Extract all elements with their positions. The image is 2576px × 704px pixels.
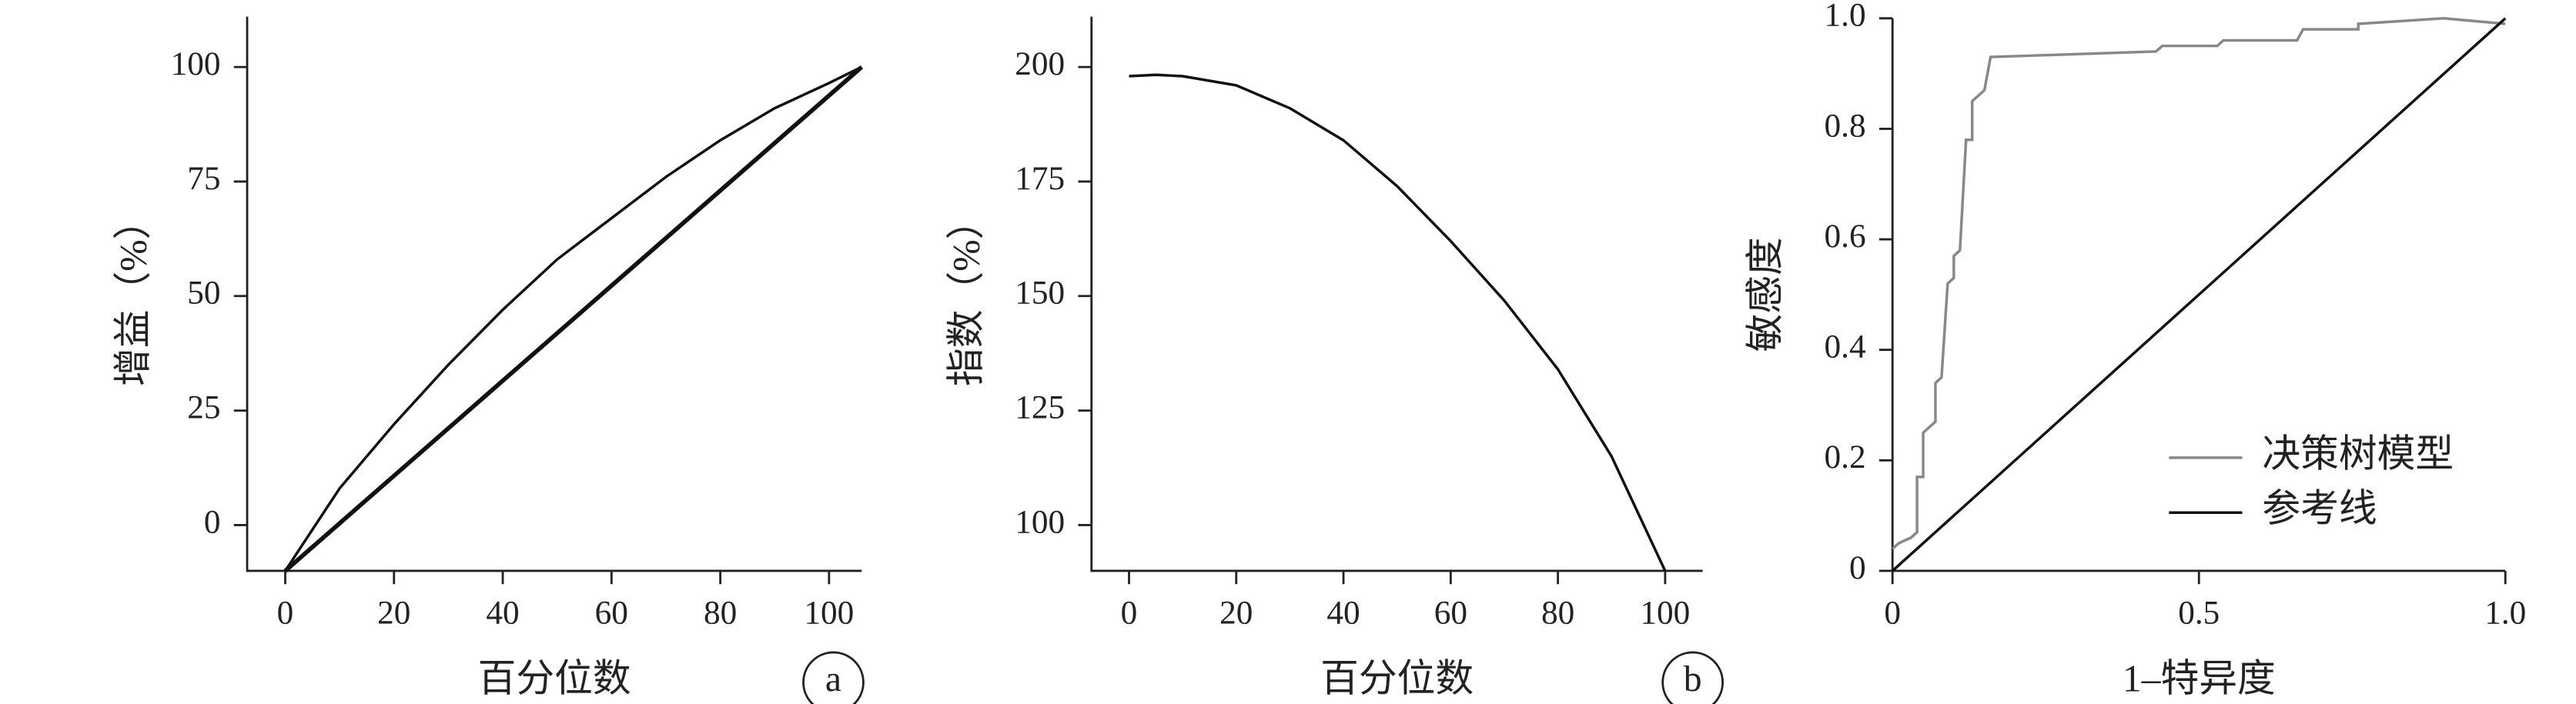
x-tick-label: 40 bbox=[1326, 594, 1360, 631]
y-tick-label: 0 bbox=[204, 503, 221, 540]
x-axis-title: 1–特异度 bbox=[2123, 657, 2276, 699]
y-tick-label: 100 bbox=[171, 45, 221, 82]
x-tick-label: 20 bbox=[1219, 594, 1253, 631]
x-axis-title: 百分位数 bbox=[1320, 657, 1474, 699]
panel-circle bbox=[1661, 651, 1724, 704]
x-tick-label: 60 bbox=[1434, 594, 1467, 631]
y-axis-title: 敏感度 bbox=[1745, 237, 1787, 352]
y-tick-label: 0.2 bbox=[1825, 439, 1866, 475]
y-tick-label: 100 bbox=[1015, 503, 1065, 540]
y-tick-label: 0.4 bbox=[1825, 329, 1866, 365]
x-tick-label: 0 bbox=[277, 594, 294, 631]
y-tick-label: 175 bbox=[1015, 160, 1065, 197]
x-tick-label: 1.0 bbox=[2484, 594, 2526, 631]
data-line bbox=[1892, 17, 2506, 550]
legend-label: 决策树模型 bbox=[2262, 432, 2454, 475]
y-tick-label: 200 bbox=[1015, 45, 1065, 82]
y-tick-label: 1.0 bbox=[1825, 0, 1866, 34]
y-tick-label: 75 bbox=[187, 160, 220, 197]
data-line bbox=[283, 65, 864, 573]
y-tick-label: 125 bbox=[1015, 389, 1065, 426]
y-tick-label: 0.8 bbox=[1825, 107, 1866, 144]
y-tick-label: 50 bbox=[187, 275, 220, 312]
y-tick-label: 150 bbox=[1015, 275, 1065, 312]
y-axis-title: 指数（%） bbox=[945, 202, 987, 386]
x-tick-label: 60 bbox=[595, 594, 628, 631]
axis-line bbox=[246, 16, 862, 572]
data-line bbox=[284, 65, 863, 572]
y-tick-label: 25 bbox=[187, 389, 220, 426]
x-tick-label: 0.5 bbox=[2178, 594, 2220, 631]
data-line bbox=[1892, 17, 2507, 572]
panel-label: b bbox=[1684, 659, 1702, 699]
y-tick-label: 0 bbox=[1849, 549, 1866, 586]
axis-line bbox=[1090, 16, 1703, 572]
y-tick-label: 0.6 bbox=[1825, 218, 1866, 255]
x-axis-title: 百分位数 bbox=[478, 657, 631, 699]
x-tick-label: 0 bbox=[1121, 594, 1138, 631]
x-tick-label: 0 bbox=[1884, 594, 1901, 631]
x-tick-label: 100 bbox=[804, 594, 854, 631]
y-axis-title: 增益（%） bbox=[112, 202, 155, 386]
x-tick-label: 20 bbox=[377, 594, 410, 631]
panel-label: a bbox=[825, 659, 841, 699]
x-tick-label: 100 bbox=[1640, 594, 1690, 631]
x-tick-label: 80 bbox=[1541, 594, 1574, 631]
panel-circle bbox=[802, 651, 865, 704]
legend-label: 参考线 bbox=[2262, 488, 2377, 530]
data-line bbox=[1129, 73, 1667, 572]
x-tick-label: 40 bbox=[486, 594, 519, 631]
x-tick-label: 80 bbox=[704, 594, 737, 631]
